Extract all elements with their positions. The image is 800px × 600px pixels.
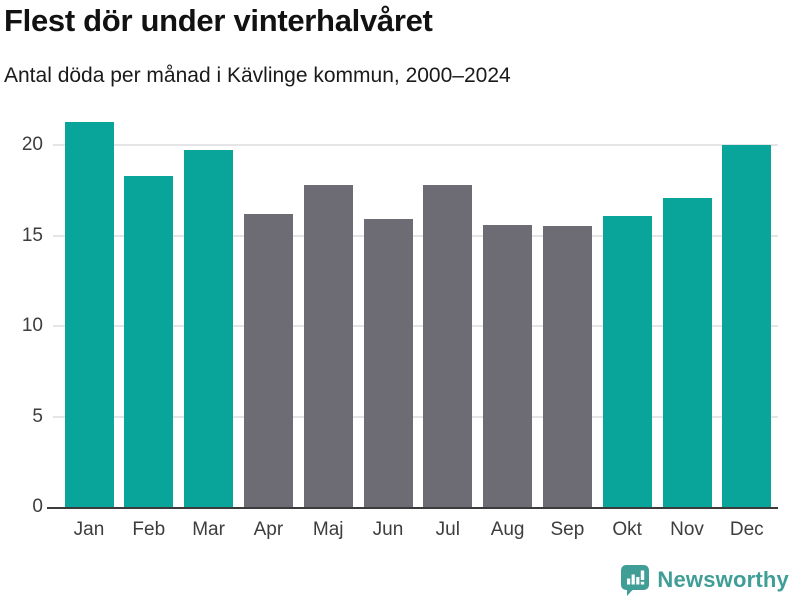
bar-jun [363,219,413,507]
x-tick-label: Feb [132,519,166,540]
x-tick-label: Dec [729,519,764,540]
bar-okt [602,215,652,507]
y-tick-label: 20 [21,134,43,156]
plot-area: 0 5 10 15 20 Jan Feb Mar Apr Maj Jun Jul Aug Sep Okt No… [22,115,778,540]
x-tick-label: Apr [253,519,284,540]
bar-aug [483,224,533,507]
x-tick-label: Mar [192,519,225,540]
y-tick-label: 0 [32,496,43,517]
gridline [53,325,778,328]
bar-apr [243,213,293,507]
bar-dec [722,145,772,507]
brand-lockup: Newsworthy [620,564,789,596]
x-tick-label: Jun [372,519,404,540]
x-tick-label: Nov [670,519,704,540]
bar-nov [662,197,712,507]
chart-title: Flest dör under vinterhalvåret [4,3,433,38]
y-tick-label: 15 [21,224,43,246]
y-tick-label: 5 [32,405,43,427]
bar-mar [184,150,234,507]
bar-jan [64,121,114,507]
bar-feb [124,175,174,507]
bar-maj [303,184,353,507]
x-tick-label: Maj [312,519,344,540]
bar-jul [423,184,473,507]
newsworthy-logo-icon [621,565,650,596]
gridline [53,415,778,418]
x-tick-label: Jul [435,519,460,540]
chart-subtitle: Antal döda per månad i Kävlinge kommun, … [4,64,511,87]
gridline [53,234,778,237]
x-tick-label: Aug [490,519,525,540]
x-tick-label: Okt [612,519,642,540]
brand-name: Newsworthy [657,567,789,592]
x-axis-zero-tick [47,507,53,509]
y-tick-label: 10 [21,315,43,337]
gridline [53,144,778,147]
bar-sep [542,226,592,507]
x-tick-label: Sep [550,519,585,540]
x-tick-label: Jan [73,519,105,540]
